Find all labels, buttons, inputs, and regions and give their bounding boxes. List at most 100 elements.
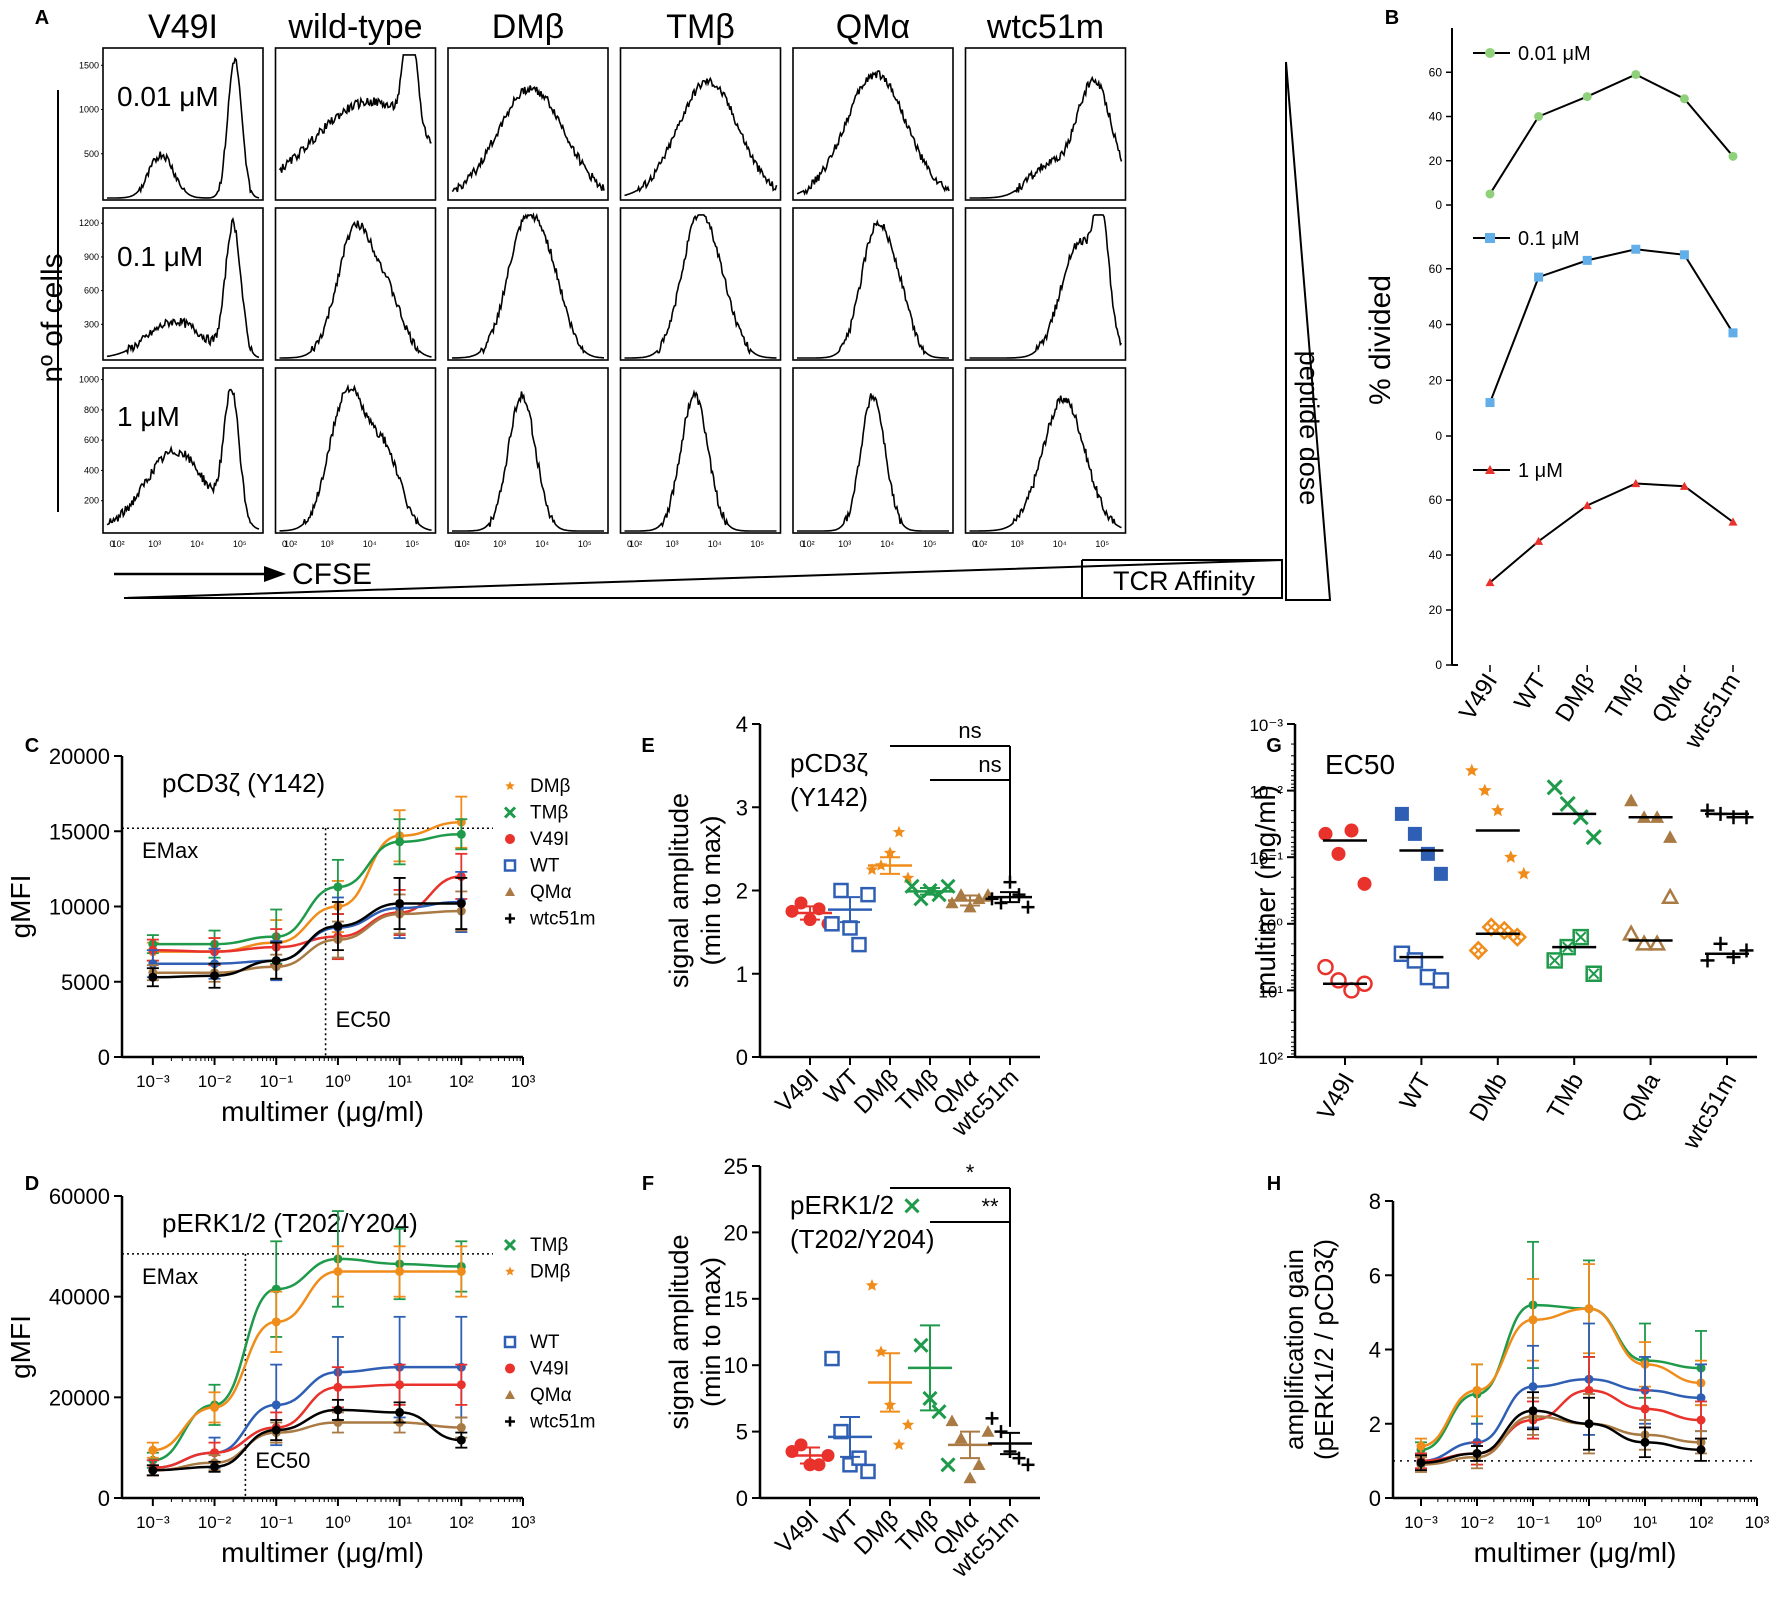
histogram-cell [447,207,609,361]
x-tick-label: 10² [449,1513,474,1532]
point-star [1465,763,1479,777]
point-circle [1728,151,1738,161]
y-axis-label: amplification gain [1279,1249,1309,1450]
series [146,1398,468,1477]
point-circle-open [1330,972,1347,989]
data-point [892,1438,906,1451]
panel-e: E01234V49IWTDMβTMβQMαwtc51mpCD3ζ(Y142)si… [641,712,1040,1142]
point-circle [803,1458,817,1472]
x-tick-label: 10⁻² [198,1513,232,1532]
data-point [1528,1315,1538,1325]
series-curve [152,1257,462,1462]
data-point [931,1404,947,1420]
data-point [1700,803,1715,818]
y-tick-label: 40 [1429,318,1443,332]
data-point [210,971,220,981]
legend-marker [1485,233,1495,243]
point-square-open [860,1463,876,1480]
category-group [785,1438,835,1472]
histogram-cell [274,47,437,201]
x-tick-label: 10³ [1011,539,1024,549]
data-point [210,1402,220,1412]
data-point [985,892,999,906]
legend-label: QMα [530,882,572,903]
data-point [1585,965,1602,982]
data-point [210,1462,220,1472]
legend-label: wtc51m [529,1412,595,1433]
x-category-label: DMβ [849,1064,904,1119]
legend-marker [505,887,515,896]
panel-h: H 0 2 4 6 8 10⁻³ 10⁻² 10⁻¹ 10⁰ 10¹ 10² 10³ multimer (… [1267,1173,1770,1568]
y-tick-label: 5000 [61,970,110,995]
point-x [931,1404,947,1420]
histogram-frame [447,207,609,361]
x-tick-label: 10⁻³ [136,1513,170,1532]
legend-marker [505,781,515,791]
data-point [148,972,158,982]
data-point [1472,1448,1482,1458]
data-point [395,1267,405,1276]
histogram-curve [797,393,949,532]
panel-g: G10⁻³ 10⁻² 10⁻¹ 10⁰ 10¹ 10² multimer (mg/ml) EC… [1249,716,1757,1154]
histogram-curve [624,76,778,197]
category-group [1317,823,1373,999]
histogram-cell [964,207,1127,361]
point-circle-open [1317,958,1334,976]
x-tick-label: 10⁻³ [1404,1513,1438,1532]
x-tick-label: 10⁻¹ [259,1072,293,1091]
y-tick-label: 0 [736,1045,748,1070]
x-tick-label: 0 [972,539,977,549]
data-point [1318,826,1333,841]
point-star [1517,866,1531,880]
histogram-curve [452,391,604,532]
legend-marker [503,806,517,819]
y-tick-label: 500 [84,149,99,159]
point-triangle [945,896,959,909]
point-square-open [851,936,867,953]
legend-label: 0.1 μM [1518,228,1580,250]
data-point [1432,972,1450,989]
x-tick-label: 10¹ [387,1513,412,1532]
category-group [985,1411,1035,1472]
point-circle [1631,69,1641,79]
histogram-frame [792,47,954,201]
x-category-label: DMβ [1550,669,1600,727]
data-point [940,1457,956,1473]
y-tick-label: 0 [736,1486,748,1511]
y-tick-label: 1000 [79,105,99,115]
histogram-cell [792,47,954,201]
data-point [1534,536,1544,545]
data-point [945,896,959,909]
data-point [395,837,405,847]
data-point [1331,846,1346,861]
ec50-label: EC50 [336,1007,391,1032]
legend-marker [505,1390,515,1399]
data-point [1343,982,1360,999]
data-point [785,904,799,918]
category-group [1700,803,1754,968]
data-point [1631,244,1641,254]
point-triangle [1728,517,1738,526]
legend-marker [505,913,515,924]
data-point [892,825,906,838]
y-tick-label: 8 [1369,1189,1381,1214]
y-tick-label: 1000 [79,375,99,385]
chart-title: EC50 [1325,749,1395,780]
data-point [1416,1458,1426,1468]
y-tick-label: 0 [1435,658,1442,672]
data-point [1726,950,1741,965]
chart-title: pERK1/2 [790,1190,894,1220]
x-tick-label: 10² [457,539,470,549]
x-category-label: TMβ [1600,669,1649,724]
x-tick-label: 10² [629,539,642,549]
data-point [1679,481,1689,490]
legend-marker [1485,465,1495,474]
legend-marker [505,834,515,844]
data-point [794,896,808,910]
histogram-curve [106,388,260,530]
x-tick-label: 10³ [511,1072,536,1091]
category-group [1621,793,1680,951]
ec50-label: EC50 [255,1448,310,1473]
